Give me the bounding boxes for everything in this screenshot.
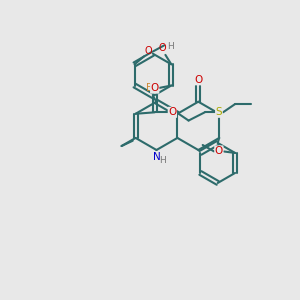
Text: Br: Br [146, 83, 157, 93]
Text: O: O [144, 46, 152, 56]
Text: S: S [216, 107, 222, 117]
Text: O: O [215, 146, 223, 156]
Text: H: H [160, 156, 166, 165]
Text: N: N [153, 152, 161, 162]
Text: O: O [151, 83, 159, 93]
Text: O: O [158, 43, 166, 53]
Text: O: O [194, 75, 202, 85]
Text: H: H [167, 42, 173, 51]
Text: O: O [168, 107, 176, 117]
